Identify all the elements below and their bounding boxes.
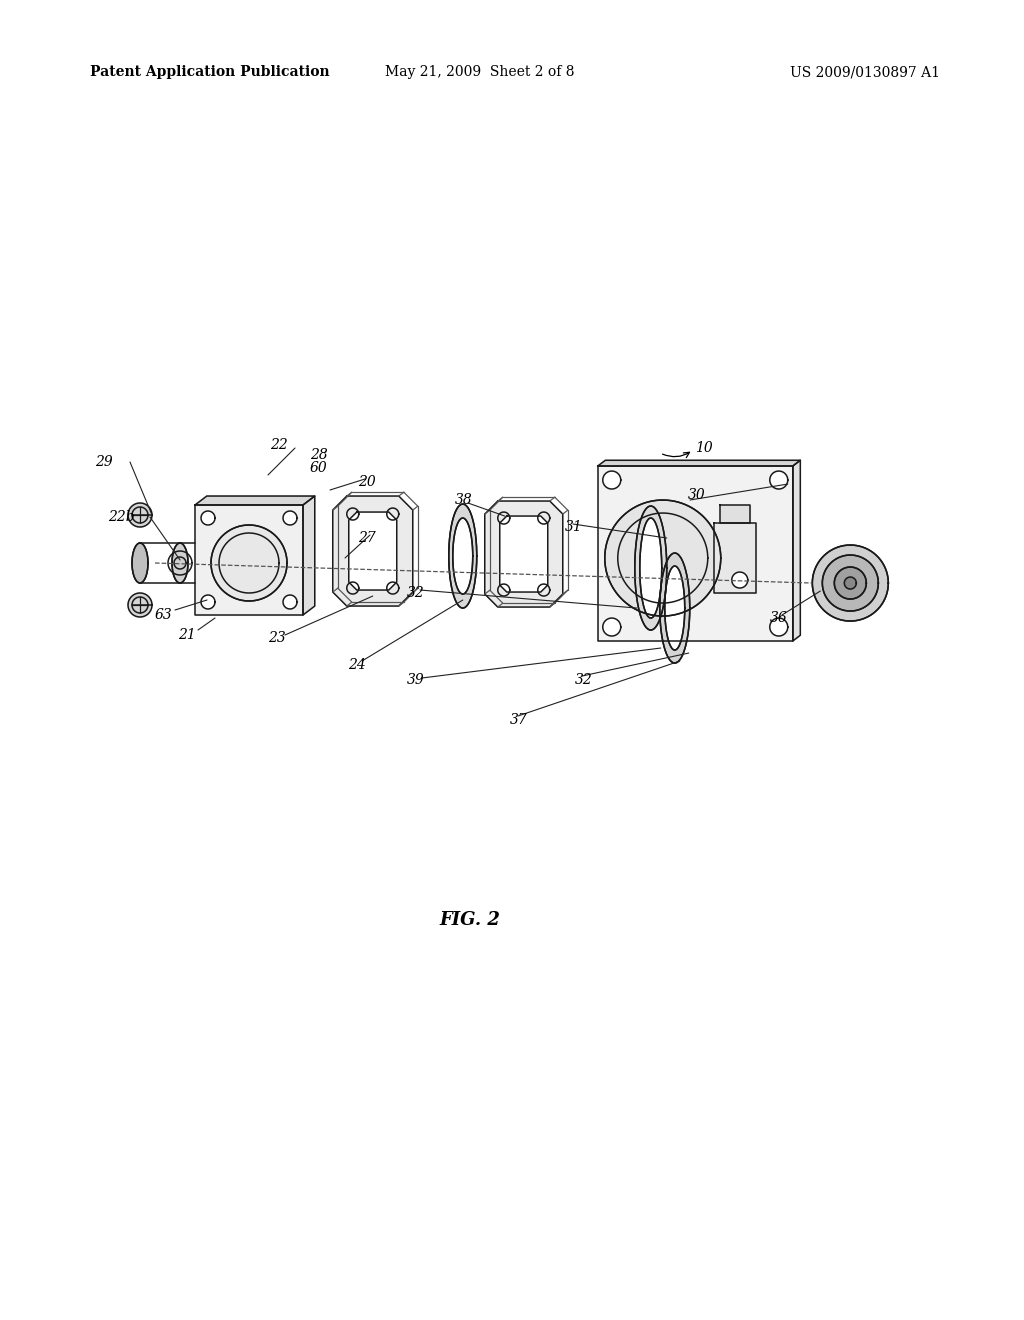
Polygon shape (659, 553, 690, 663)
Polygon shape (484, 502, 563, 607)
Text: 22b: 22b (108, 510, 134, 524)
Polygon shape (201, 511, 215, 525)
Text: 23: 23 (268, 631, 286, 645)
Text: 39: 39 (407, 673, 425, 686)
Text: 22: 22 (270, 438, 288, 451)
Polygon shape (453, 517, 473, 594)
Polygon shape (822, 554, 879, 611)
Text: May 21, 2009  Sheet 2 of 8: May 21, 2009 Sheet 2 of 8 (385, 65, 574, 79)
Polygon shape (603, 618, 621, 636)
Text: FIG. 2: FIG. 2 (439, 911, 501, 929)
Text: 36: 36 (770, 611, 787, 624)
Polygon shape (665, 566, 685, 649)
Polygon shape (201, 595, 215, 609)
Text: 28: 28 (310, 447, 328, 462)
Polygon shape (845, 577, 856, 589)
Text: 27: 27 (358, 531, 376, 545)
Polygon shape (211, 525, 287, 601)
Polygon shape (449, 504, 477, 609)
Text: 37: 37 (510, 713, 527, 727)
Polygon shape (349, 512, 396, 590)
Polygon shape (172, 543, 188, 583)
Text: 32: 32 (407, 586, 425, 601)
Polygon shape (598, 466, 793, 642)
Polygon shape (770, 471, 787, 488)
Text: 38: 38 (455, 492, 473, 507)
Text: 60: 60 (310, 461, 328, 475)
Polygon shape (793, 461, 801, 642)
Polygon shape (732, 572, 748, 587)
Polygon shape (835, 568, 866, 599)
Polygon shape (640, 517, 662, 618)
Text: 10: 10 (695, 441, 713, 455)
Polygon shape (605, 500, 721, 616)
Polygon shape (812, 545, 888, 620)
Text: 30: 30 (688, 488, 706, 502)
Polygon shape (500, 516, 548, 593)
Text: Patent Application Publication: Patent Application Publication (90, 65, 330, 79)
Text: 29: 29 (95, 455, 113, 469)
Text: 31: 31 (565, 520, 583, 535)
Text: 24: 24 (348, 657, 366, 672)
Polygon shape (283, 595, 297, 609)
Polygon shape (283, 511, 297, 525)
Polygon shape (714, 523, 756, 593)
Text: 21: 21 (178, 628, 196, 642)
Polygon shape (132, 543, 148, 583)
Polygon shape (603, 471, 621, 488)
Text: 32: 32 (575, 673, 593, 686)
Polygon shape (770, 618, 787, 636)
Text: US 2009/0130897 A1: US 2009/0130897 A1 (790, 65, 940, 79)
Text: 63: 63 (155, 609, 173, 622)
Polygon shape (598, 461, 801, 466)
Polygon shape (195, 506, 303, 615)
Polygon shape (128, 503, 152, 527)
Polygon shape (635, 506, 667, 630)
Text: 20: 20 (358, 475, 376, 488)
Polygon shape (333, 496, 413, 606)
Polygon shape (303, 496, 314, 615)
Polygon shape (128, 593, 152, 616)
Polygon shape (720, 506, 750, 523)
Polygon shape (195, 496, 314, 506)
